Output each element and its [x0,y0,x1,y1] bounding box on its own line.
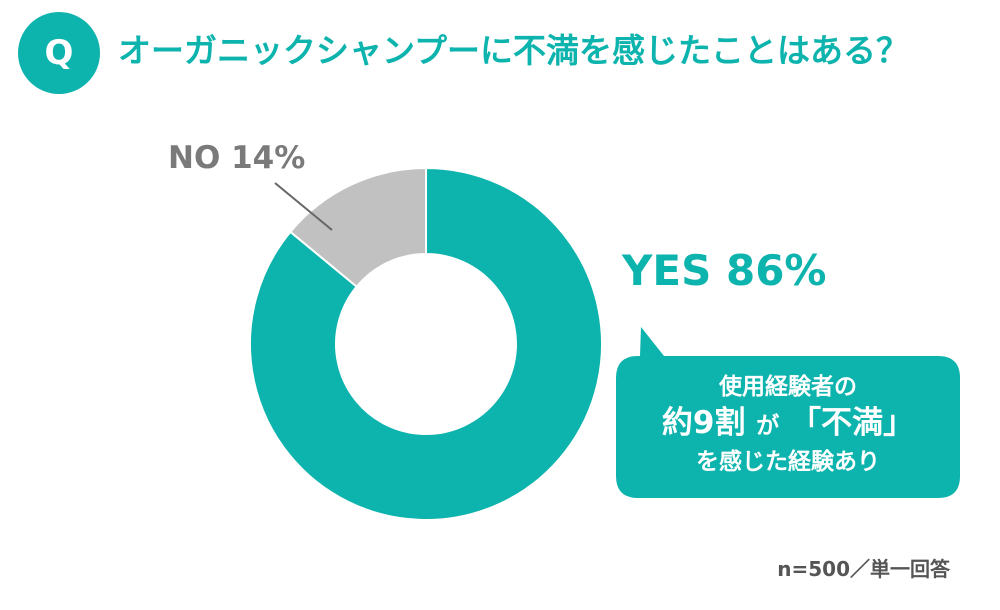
slice-yes [249,166,603,521]
callout-particle: が [756,413,780,439]
donut-slices [249,166,603,521]
yes-percent-label: YES 86% [622,246,827,295]
question-badge: Q [18,12,100,94]
slice-no [288,166,427,289]
no-leader-line [274,182,333,231]
callout-line3: を感じた経験あり [696,449,880,475]
page-title: オーガニックシャンプーに不満を感じたことはある？ [118,31,910,70]
callout-line2: 約9割 が 「不満」 [616,402,960,447]
callout-bubble [616,327,960,498]
callout-quote: 「不満」 [790,405,915,441]
callout-bold-text: 約9割 [661,405,746,441]
callout-text: 使用経験者の 約9割 が 「不満」 を感じた経験あり [616,356,960,498]
callout-line1: 使用経験者の [719,374,857,400]
sample-note: n=500／単一回答 [777,557,950,581]
no-percent-label: NO 14% [168,140,306,176]
